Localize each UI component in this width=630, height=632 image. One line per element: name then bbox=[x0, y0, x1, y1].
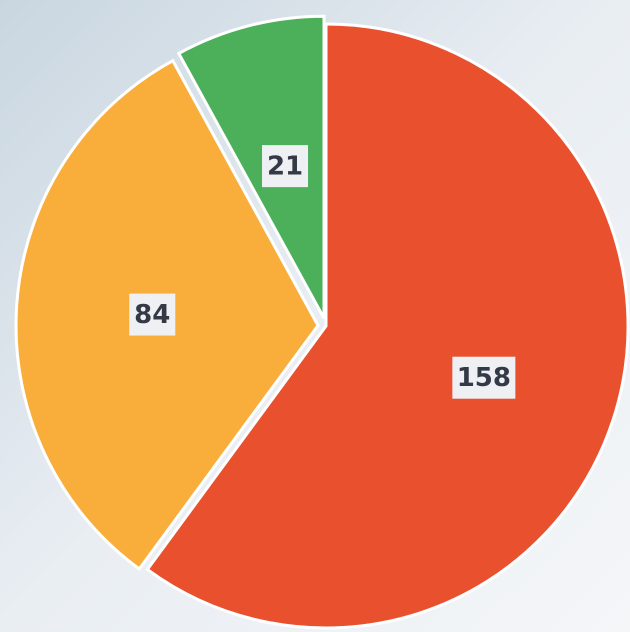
pie-slice bbox=[176, 14, 326, 319]
data-labels: 158 84 21 bbox=[129, 145, 516, 399]
data-label: 84 bbox=[134, 300, 170, 330]
data-label-box bbox=[452, 356, 516, 399]
data-label-box bbox=[129, 293, 176, 336]
data-label-box bbox=[262, 145, 309, 188]
data-label: 21 bbox=[267, 152, 303, 182]
pie-slice bbox=[145, 22, 630, 630]
data-label: 158 bbox=[457, 363, 511, 393]
